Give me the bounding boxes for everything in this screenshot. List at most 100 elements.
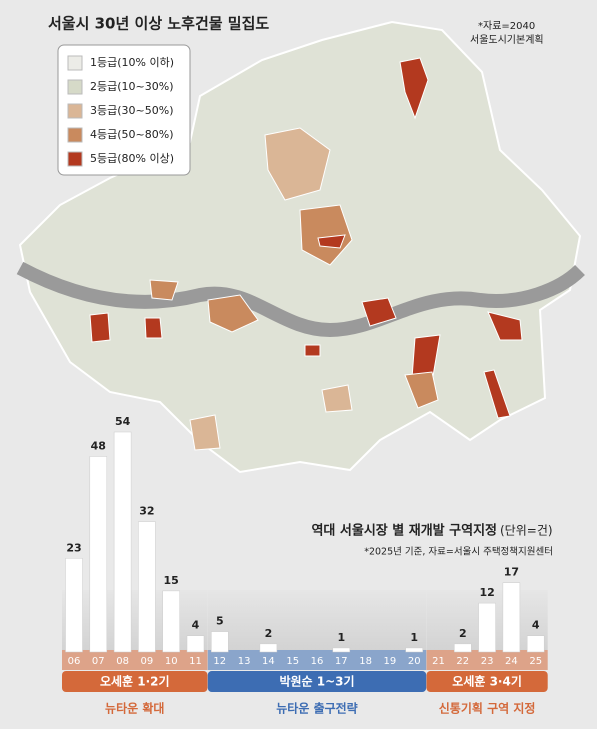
unit: (단위=건) bbox=[500, 524, 553, 538]
district bbox=[404, 371, 439, 409]
district bbox=[89, 312, 111, 343]
group-label: 오세훈 1·2기 bbox=[100, 674, 170, 689]
district bbox=[149, 279, 179, 301]
x-tick-label: 10 bbox=[165, 656, 178, 667]
value-label: 4 bbox=[192, 619, 200, 632]
x-tick-label: 24 bbox=[505, 656, 518, 667]
tick-band bbox=[62, 650, 208, 670]
x-tick-label: 17 bbox=[335, 656, 348, 667]
bar bbox=[405, 647, 423, 653]
x-tick-label: 22 bbox=[456, 656, 469, 667]
value-label: 1 bbox=[410, 631, 418, 644]
tick-band bbox=[426, 650, 548, 670]
district bbox=[321, 384, 353, 413]
map-outline bbox=[18, 20, 582, 474]
x-tick-label: 19 bbox=[384, 656, 397, 667]
group-label: 박원순 1~3기 bbox=[279, 674, 354, 689]
value-label: 17 bbox=[504, 566, 519, 579]
group-panel bbox=[207, 590, 427, 650]
x-tick-label: 25 bbox=[529, 656, 542, 667]
bar bbox=[259, 643, 278, 653]
group-caption: 뉴타운 확대 bbox=[105, 701, 164, 716]
x-tick-label: 18 bbox=[359, 656, 372, 667]
legend-swatch bbox=[67, 79, 83, 95]
tick-band bbox=[207, 650, 427, 670]
district bbox=[483, 369, 511, 419]
legend-swatch bbox=[67, 55, 83, 71]
bar bbox=[89, 456, 108, 653]
x-tick-label: 07 bbox=[92, 656, 105, 667]
x-tick-label: 09 bbox=[141, 656, 154, 667]
district bbox=[399, 57, 429, 120]
bar bbox=[162, 590, 180, 653]
x-tick-label: 11 bbox=[189, 656, 202, 667]
x-tick-label: 16 bbox=[311, 656, 324, 667]
legend-label: 5등급(80% 이상) bbox=[90, 152, 174, 165]
bar bbox=[502, 582, 521, 653]
legend-label: 3등급(30~50%) bbox=[90, 104, 174, 117]
value-label: 48 bbox=[91, 439, 106, 452]
value-label: 2 bbox=[459, 627, 467, 640]
bar bbox=[186, 635, 205, 653]
district bbox=[317, 234, 346, 249]
district bbox=[304, 344, 321, 357]
value-label: 54 bbox=[115, 415, 131, 428]
district bbox=[189, 414, 221, 451]
x-tick-label: 13 bbox=[238, 656, 251, 667]
district bbox=[299, 204, 353, 266]
value-label: 12 bbox=[479, 586, 494, 599]
legend-label: 2등급(10~30%) bbox=[90, 80, 174, 93]
map-source: 서울도시기본계획 bbox=[470, 34, 544, 46]
map-source: *자료=2040 bbox=[478, 20, 535, 32]
bar bbox=[211, 631, 229, 653]
note: *2025년 기준, 자료=서울시 주택정책지원센터 bbox=[364, 547, 553, 558]
legend-label: 4등급(50~80%) bbox=[90, 128, 174, 141]
x-tick-label: 14 bbox=[262, 656, 275, 667]
map-title: 서울시 30년 이상 노후건물 밀집도 bbox=[48, 15, 269, 33]
value-label: 4 bbox=[532, 619, 540, 632]
group-caption: 신통기획 구역 지정 bbox=[439, 701, 536, 716]
value-label: 1 bbox=[337, 631, 345, 644]
group-band bbox=[62, 671, 208, 692]
x-tick-label: 21 bbox=[432, 656, 445, 667]
value-label: 23 bbox=[66, 541, 81, 554]
legend: 1등급(10% 이하) 2등급(10~30%) 3등급(30~50%) 4등급(50~… bbox=[67, 55, 174, 167]
group-band bbox=[426, 671, 548, 692]
x-tick-label: 08 bbox=[116, 656, 129, 667]
han-river bbox=[16, 261, 585, 338]
value-label: 5 bbox=[216, 615, 224, 628]
district bbox=[207, 294, 259, 333]
bar bbox=[332, 647, 351, 653]
group-label: 오세훈 3·4기 bbox=[452, 674, 522, 689]
bar bbox=[138, 521, 156, 653]
districts bbox=[89, 57, 523, 451]
seoul-map bbox=[16, 20, 585, 474]
bar bbox=[526, 635, 545, 653]
value-label: 32 bbox=[139, 505, 154, 518]
x-tick-label: 20 bbox=[408, 656, 421, 667]
legend-label: 1등급(10% 이하) bbox=[90, 55, 174, 69]
legend-swatch bbox=[67, 127, 83, 143]
x-tick-label: 06 bbox=[68, 656, 81, 667]
legend-swatch bbox=[67, 103, 83, 119]
bar bbox=[478, 602, 496, 653]
x-tick-label: 23 bbox=[481, 656, 494, 667]
x-tick-label: 15 bbox=[286, 656, 299, 667]
district bbox=[361, 297, 397, 327]
bar bbox=[65, 558, 83, 653]
chart-title: 역대 서울시장 별 재개발 구역지정 bbox=[311, 523, 497, 539]
value-label: 15 bbox=[164, 574, 179, 587]
legend-swatch bbox=[67, 151, 83, 167]
bar bbox=[454, 643, 472, 653]
district bbox=[264, 127, 331, 201]
district bbox=[487, 311, 523, 341]
bar bbox=[113, 431, 132, 653]
group-band bbox=[207, 671, 427, 692]
group-caption: 뉴타운 출구전략 bbox=[276, 701, 357, 716]
group-panel bbox=[62, 590, 208, 650]
district bbox=[144, 317, 163, 339]
value-label: 2 bbox=[265, 627, 273, 640]
legend-box bbox=[57, 44, 191, 176]
